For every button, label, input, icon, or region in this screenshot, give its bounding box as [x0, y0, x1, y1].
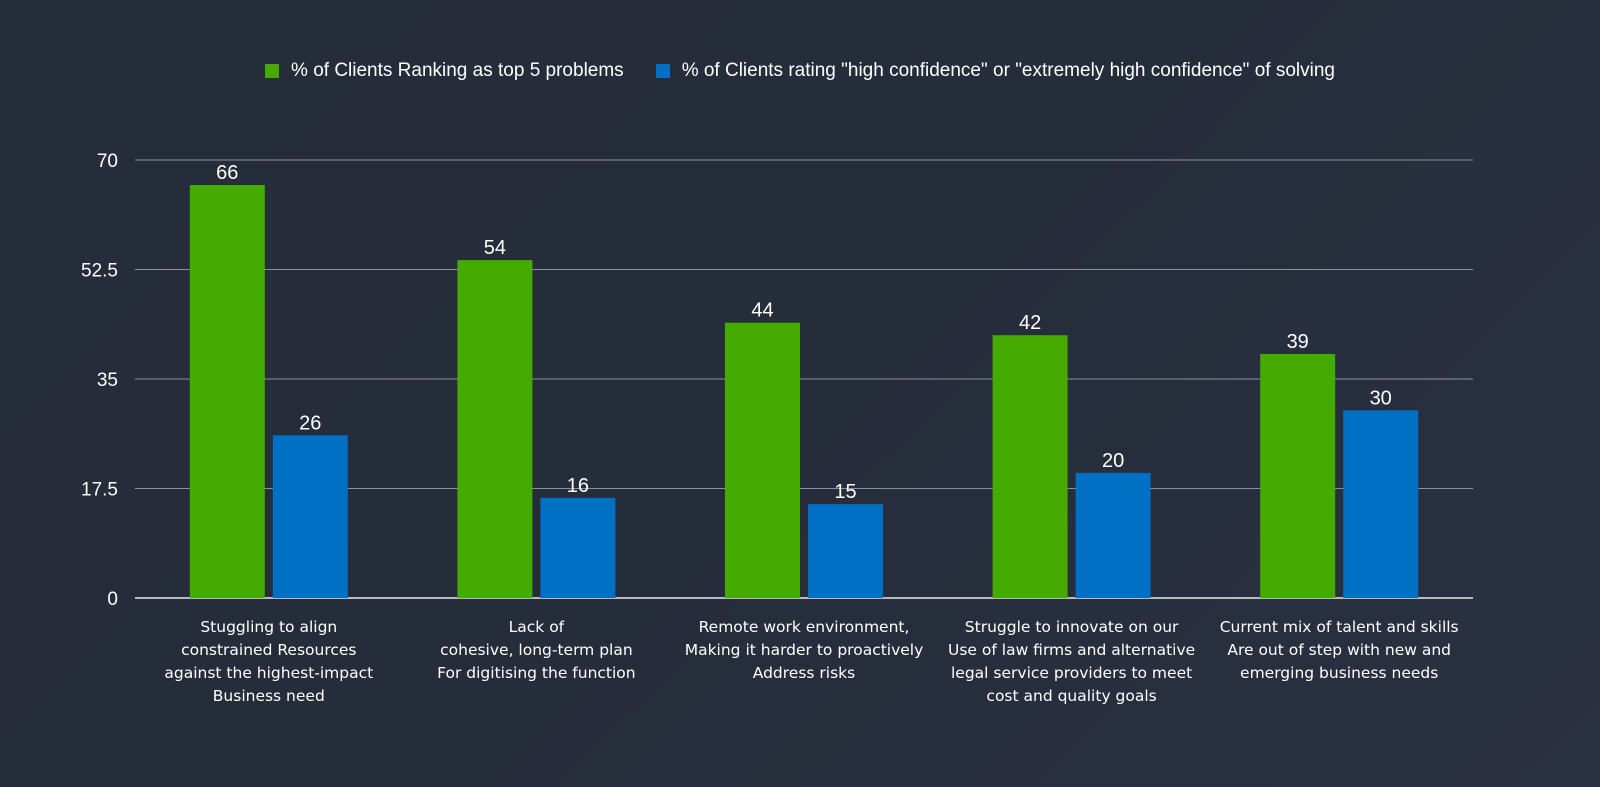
legend-label-series-1: % of Clients Ranking as top 5 problems	[291, 60, 624, 81]
bar-series-1-cat-3[interactable]	[725, 322, 800, 598]
bar-series-1-cat-1[interactable]	[189, 185, 265, 598]
legend-item-series-1[interactable]: % of Clients Ranking as top 5 problems	[265, 60, 624, 82]
y-tick-label: 0	[107, 589, 118, 610]
bar-series-2-cat-4[interactable]	[1075, 472, 1151, 598]
bar-series-2-cat-1[interactable]	[272, 435, 348, 598]
data-label: 66	[216, 162, 238, 184]
y-tick-label: 17.5	[81, 480, 118, 501]
x-category-label: Remote work environment, Making it harde…	[684, 618, 924, 682]
legend-item-series-2[interactable]: % of Clients rating "high confidence" or…	[655, 60, 1335, 82]
legend-label-series-2: % of Clients rating "high confidence" or…	[681, 60, 1335, 81]
data-label: 44	[751, 300, 773, 322]
bar-series-2-cat-5[interactable]	[1343, 410, 1419, 598]
x-category-label: Struggle to innovate on our Use of law f…	[948, 618, 1196, 705]
x-category-label: Current mix of talent and skills Are out…	[1219, 618, 1459, 682]
bar-series-2-cat-2[interactable]	[540, 497, 616, 598]
data-label: 42	[1019, 312, 1041, 334]
data-label: 15	[834, 481, 856, 503]
data-label: 39	[1287, 331, 1309, 353]
x-category-label: Stuggling to align constrained Resources…	[164, 618, 374, 705]
legend-swatch-series-1	[265, 64, 280, 78]
data-label: 20	[1102, 450, 1124, 472]
bar-series-1-cat-4[interactable]	[992, 335, 1068, 598]
data-label: 16	[567, 475, 589, 497]
data-label: 26	[299, 412, 321, 434]
y-tick-label: 35	[97, 370, 118, 391]
legend: % of Clients Ranking as top 5 problems %…	[0, 60, 1600, 82]
legend-swatch-series-2	[655, 64, 670, 78]
data-label: 54	[484, 237, 506, 259]
y-tick-label: 52.5	[81, 261, 118, 282]
bar-series-1-cat-2[interactable]	[457, 260, 533, 598]
bar-series-1-cat-5[interactable]	[1260, 353, 1336, 598]
y-tick-label: 70	[97, 151, 118, 172]
data-label: 30	[1370, 387, 1392, 409]
bar-series-2-cat-3[interactable]	[808, 504, 883, 598]
x-category-label: Lack of cohesive, long-term plan For dig…	[437, 618, 636, 682]
